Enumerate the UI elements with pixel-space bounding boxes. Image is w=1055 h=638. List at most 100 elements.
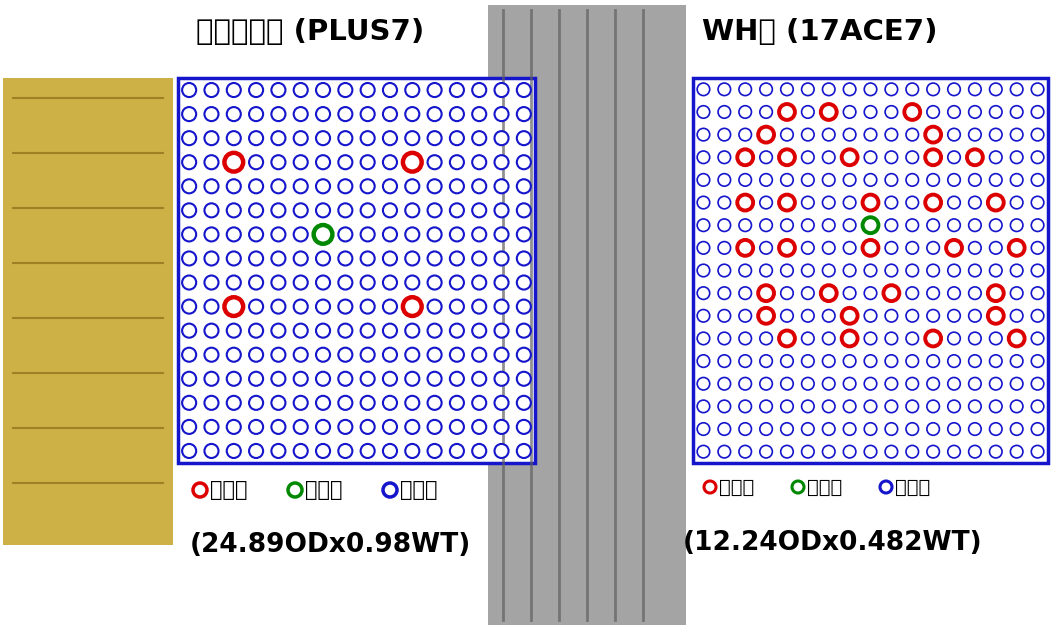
Circle shape	[271, 107, 286, 121]
Circle shape	[271, 227, 286, 241]
Circle shape	[293, 420, 308, 434]
Circle shape	[823, 197, 835, 209]
Circle shape	[227, 444, 241, 458]
Circle shape	[781, 445, 793, 458]
Circle shape	[473, 276, 486, 290]
Circle shape	[823, 264, 835, 277]
Circle shape	[517, 227, 531, 241]
Circle shape	[339, 251, 352, 265]
Circle shape	[802, 287, 814, 299]
Circle shape	[718, 174, 731, 186]
Circle shape	[802, 219, 814, 232]
Circle shape	[361, 107, 375, 121]
Circle shape	[947, 378, 960, 390]
Circle shape	[738, 264, 751, 277]
Circle shape	[760, 197, 772, 209]
Circle shape	[383, 300, 397, 314]
Circle shape	[271, 372, 286, 386]
Text: 한국표준형 (PLUS7): 한국표준형 (PLUS7)	[196, 18, 424, 46]
Circle shape	[718, 197, 731, 209]
Circle shape	[427, 323, 442, 338]
Circle shape	[361, 396, 375, 410]
Circle shape	[316, 276, 330, 290]
Circle shape	[449, 300, 464, 314]
Circle shape	[293, 372, 308, 386]
Circle shape	[316, 444, 330, 458]
Circle shape	[738, 423, 751, 435]
Circle shape	[781, 287, 793, 299]
Circle shape	[906, 355, 919, 367]
Circle shape	[906, 445, 919, 458]
Circle shape	[738, 106, 751, 118]
Circle shape	[885, 151, 898, 163]
Circle shape	[968, 174, 981, 186]
Circle shape	[249, 444, 263, 458]
Circle shape	[495, 396, 509, 410]
Circle shape	[473, 396, 486, 410]
Circle shape	[361, 155, 375, 169]
Circle shape	[697, 309, 710, 322]
Circle shape	[802, 445, 814, 458]
Circle shape	[339, 420, 352, 434]
Circle shape	[339, 300, 352, 314]
Circle shape	[495, 372, 509, 386]
Circle shape	[802, 83, 814, 96]
Circle shape	[718, 287, 731, 299]
Circle shape	[1011, 174, 1023, 186]
Circle shape	[760, 423, 772, 435]
Circle shape	[823, 128, 835, 141]
Circle shape	[864, 355, 877, 367]
Circle shape	[906, 287, 919, 299]
Circle shape	[227, 107, 241, 121]
Circle shape	[738, 378, 751, 390]
Circle shape	[361, 276, 375, 290]
Circle shape	[517, 420, 531, 434]
Circle shape	[843, 378, 856, 390]
Circle shape	[405, 444, 419, 458]
Circle shape	[1032, 151, 1043, 163]
Circle shape	[1011, 287, 1023, 299]
Circle shape	[781, 309, 793, 322]
Circle shape	[405, 131, 419, 145]
Circle shape	[697, 378, 710, 390]
Circle shape	[925, 149, 941, 165]
Circle shape	[781, 423, 793, 435]
Circle shape	[927, 378, 939, 390]
Circle shape	[205, 204, 218, 218]
Circle shape	[823, 355, 835, 367]
Circle shape	[1032, 287, 1043, 299]
Circle shape	[495, 155, 509, 169]
Circle shape	[843, 264, 856, 277]
Circle shape	[781, 219, 793, 232]
Circle shape	[293, 276, 308, 290]
Circle shape	[760, 400, 772, 413]
Circle shape	[361, 372, 375, 386]
Circle shape	[779, 149, 794, 165]
Circle shape	[383, 396, 397, 410]
Circle shape	[183, 227, 196, 241]
Circle shape	[427, 83, 442, 97]
Circle shape	[339, 396, 352, 410]
Circle shape	[843, 287, 856, 299]
Circle shape	[718, 423, 731, 435]
Circle shape	[405, 179, 419, 193]
Circle shape	[802, 242, 814, 254]
Circle shape	[906, 400, 919, 413]
Circle shape	[449, 276, 464, 290]
Circle shape	[205, 348, 218, 362]
Circle shape	[883, 285, 899, 301]
Circle shape	[843, 242, 856, 254]
Circle shape	[405, 396, 419, 410]
Circle shape	[316, 420, 330, 434]
Circle shape	[821, 104, 837, 120]
Circle shape	[449, 155, 464, 169]
Circle shape	[718, 378, 731, 390]
Circle shape	[227, 348, 241, 362]
Circle shape	[885, 445, 898, 458]
Circle shape	[885, 378, 898, 390]
Circle shape	[885, 106, 898, 118]
Circle shape	[517, 372, 531, 386]
Circle shape	[473, 83, 486, 97]
Circle shape	[1032, 423, 1043, 435]
Circle shape	[823, 423, 835, 435]
